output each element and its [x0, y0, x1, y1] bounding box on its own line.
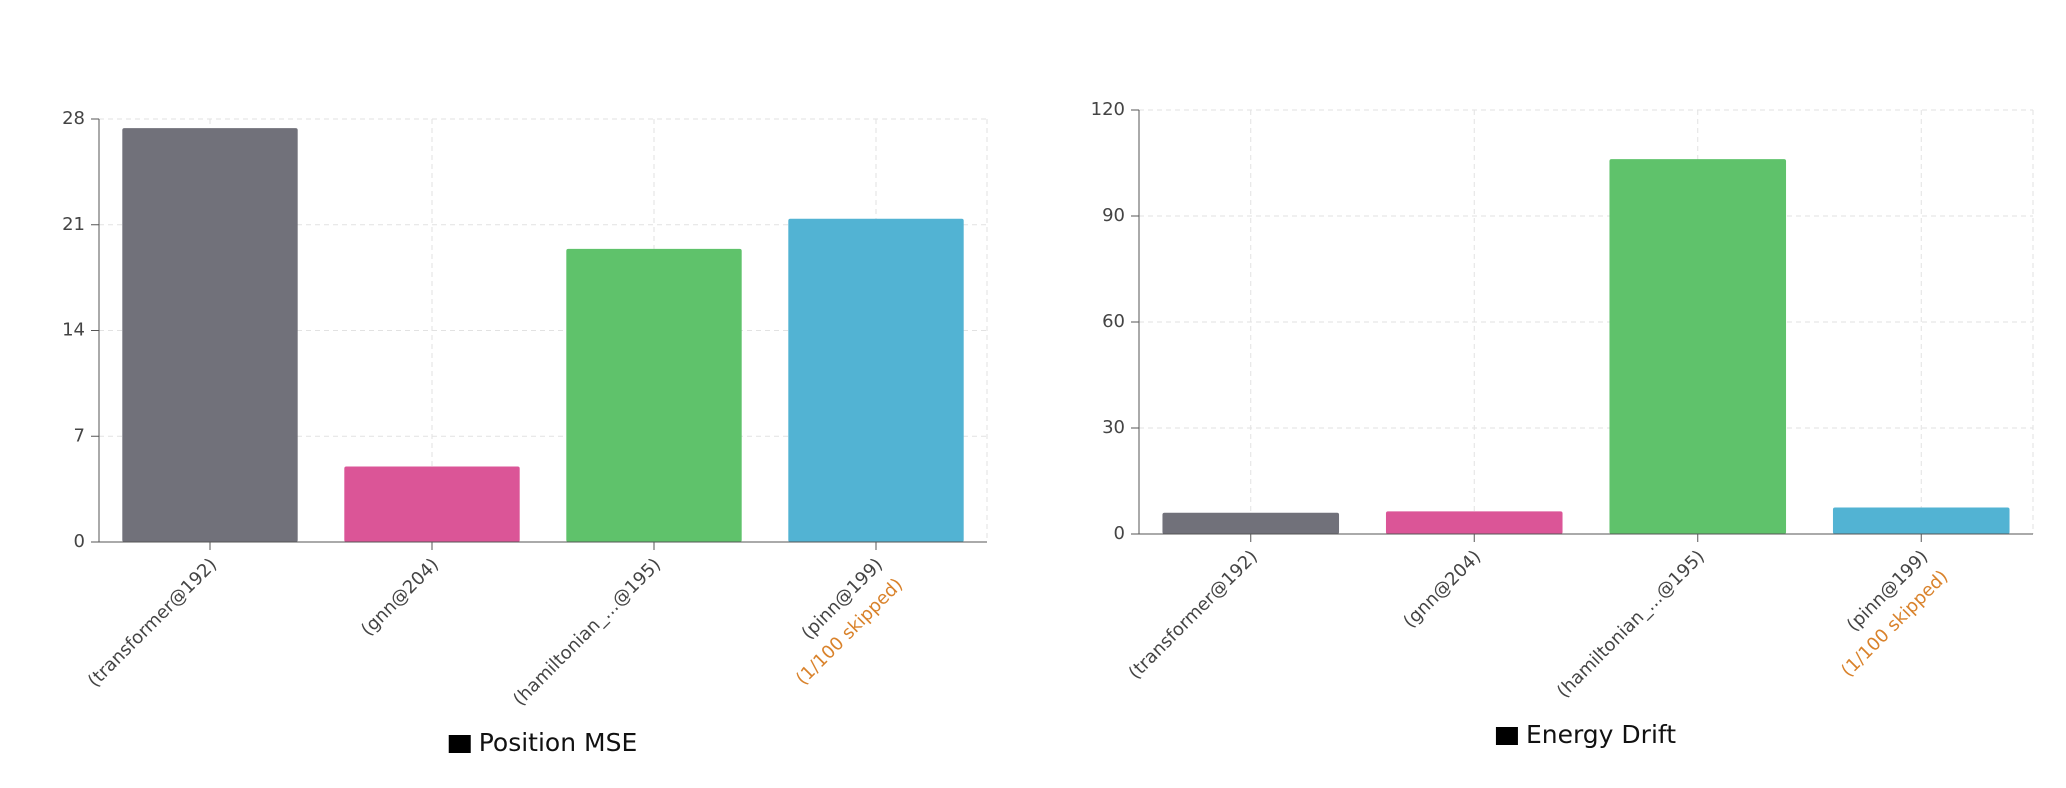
bar — [1385, 511, 1563, 534]
bar — [1162, 512, 1340, 534]
y-tick-label: 30 — [1102, 417, 1125, 438]
y-tick-label: 0 — [1114, 523, 1125, 544]
x-tick-label: (transformer@192) — [1125, 546, 1262, 683]
legend-swatch — [1495, 727, 1518, 745]
x-tick-label: (gnn@204) — [1399, 546, 1485, 632]
y-tick-label: 60 — [1102, 311, 1125, 332]
y-tick-label: 120 — [1091, 99, 1125, 120]
y-tick-label: 28 — [62, 108, 85, 129]
x-tick-label: (gnn@204) — [357, 554, 443, 640]
bar — [1609, 159, 1787, 534]
bar — [122, 128, 298, 543]
y-tick-label: 0 — [74, 531, 85, 552]
x-tick-label: (transformer@192) — [84, 554, 221, 691]
bar — [566, 248, 742, 542]
y-tick-label: 7 — [74, 425, 85, 446]
y-tick-label: 90 — [1102, 205, 1125, 226]
chart: 0 7 14 21 28 (transformer@192) (gnn@204) (hamil… — [62, 108, 988, 757]
y-tick-label: 14 — [62, 320, 85, 341]
x-tick-label: (hamiltonian_...@195) — [509, 554, 665, 710]
bar — [1832, 507, 2010, 534]
legend-swatch — [448, 735, 471, 753]
y-tick-label: 21 — [62, 214, 85, 235]
legend-label: Energy Drift — [1526, 720, 1676, 749]
chart: 0 30 60 90 120 (transformer@192) (gnn@204) (ham… — [1091, 99, 2034, 749]
legend-label: Position MSE — [479, 728, 638, 757]
bar — [788, 218, 964, 542]
legend: Energy Drift — [1495, 720, 1676, 749]
x-tick-label: (hamiltonian_...@195) — [1553, 546, 1709, 702]
legend: Position MSE — [448, 728, 638, 757]
bar — [344, 466, 520, 542]
